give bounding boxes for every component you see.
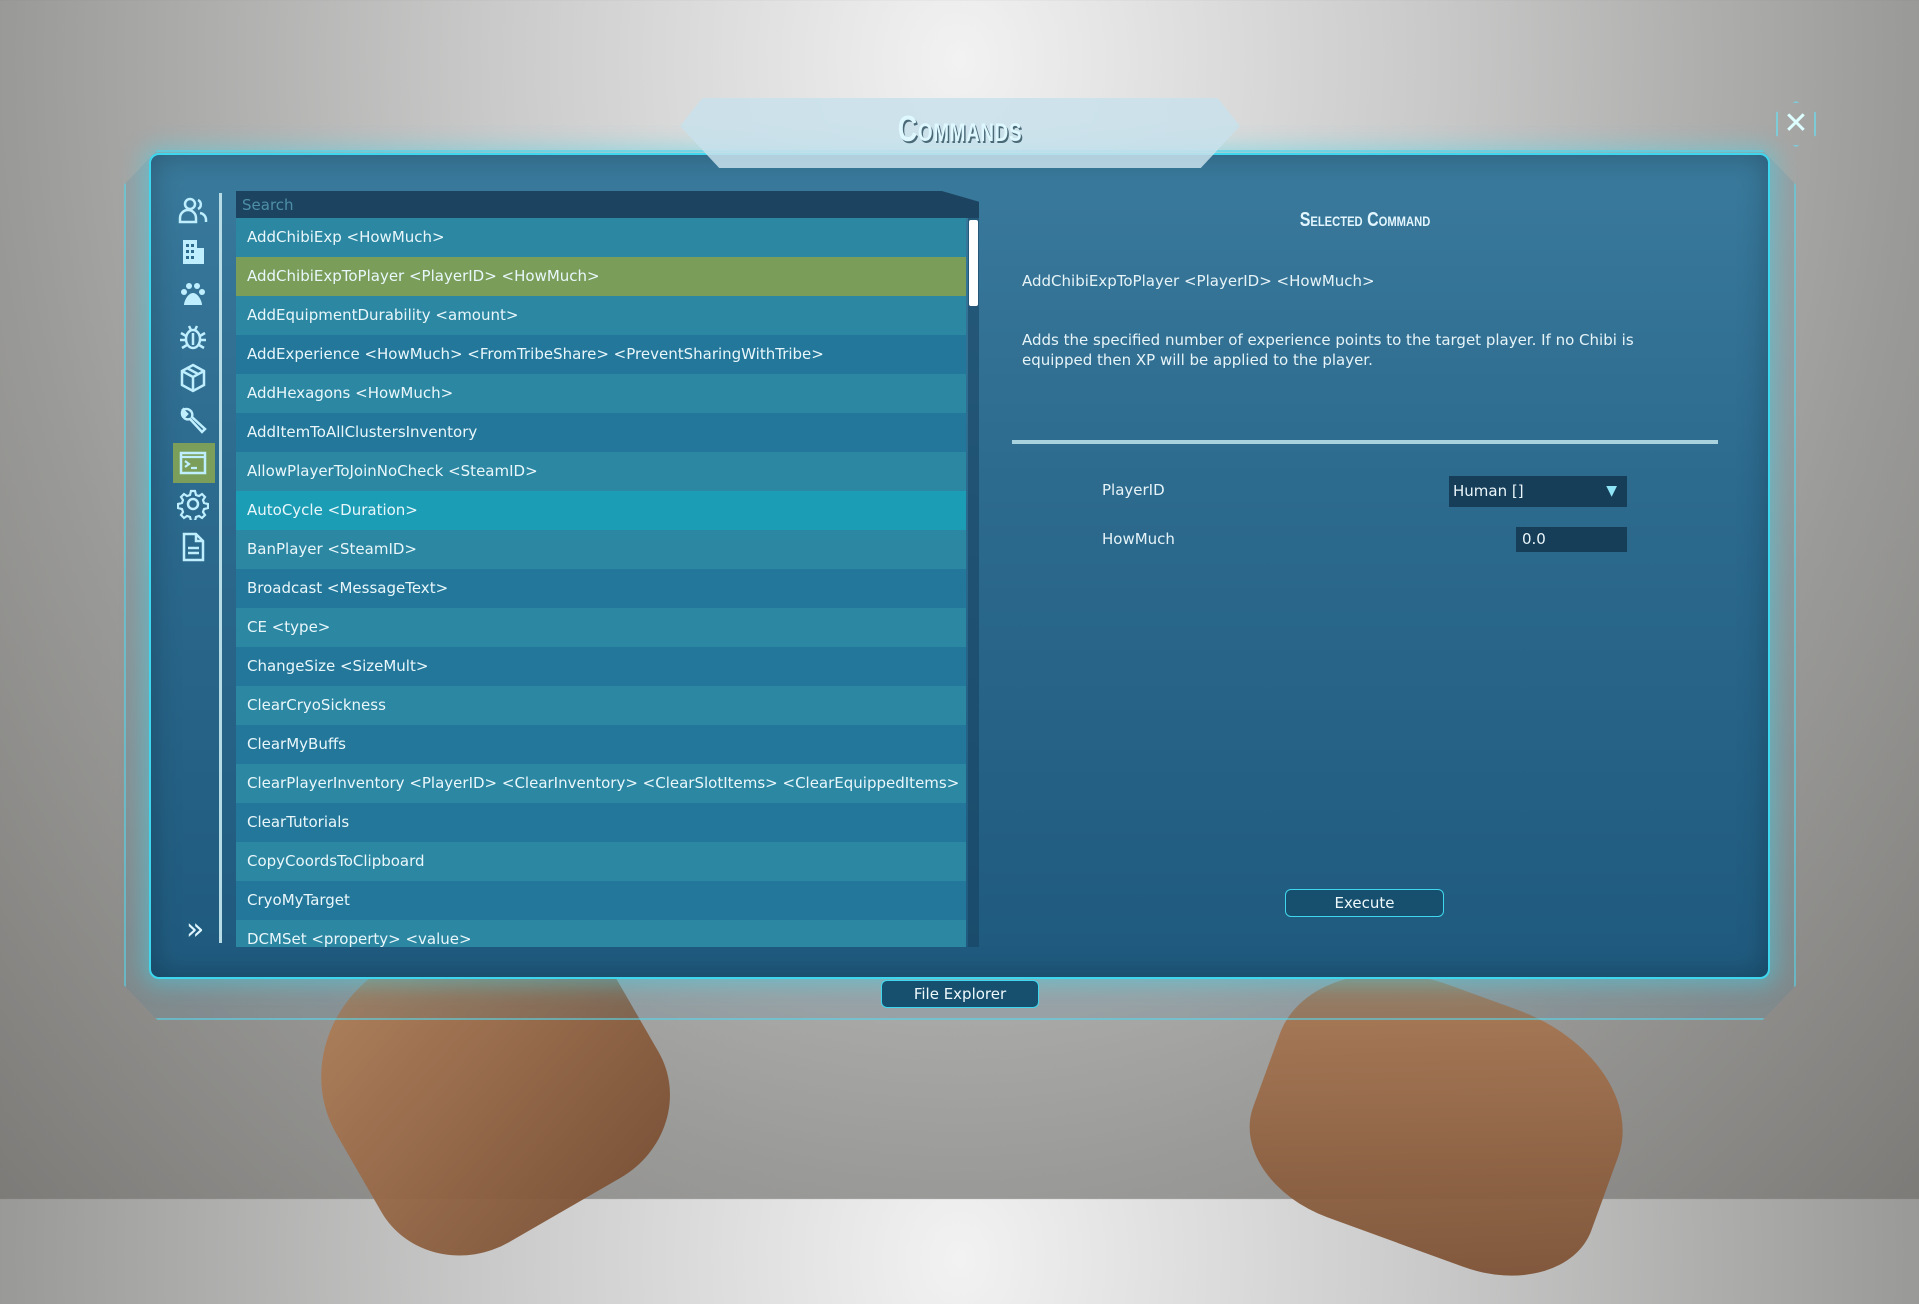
building-icon[interactable] xyxy=(177,236,209,268)
command-row[interactable]: AddChibiExpToPlayer <PlayerID> <HowMuch> xyxy=(236,257,966,296)
command-row[interactable]: AddChibiExp <HowMuch> xyxy=(236,218,966,257)
file-explorer-button[interactable]: File Explorer xyxy=(881,980,1039,1008)
command-row[interactable]: ClearTutorials xyxy=(236,803,966,842)
chevron-down-icon: ▼ xyxy=(1606,483,1617,499)
gear-icon[interactable] xyxy=(176,488,210,523)
search-input[interactable] xyxy=(236,191,979,218)
box-icon[interactable] xyxy=(177,362,209,394)
title-tab xyxy=(680,98,1240,168)
param-label-howmuch: HowMuch xyxy=(1102,530,1175,548)
wrench-icon[interactable] xyxy=(177,404,209,436)
command-row[interactable]: AllowPlayerToJoinNoCheck <SteamID> xyxy=(236,452,966,491)
command-row[interactable]: AddItemToAllClustersInventory xyxy=(236,413,966,452)
param-label-playerid: PlayerID xyxy=(1102,481,1165,499)
players-icon[interactable] xyxy=(177,194,209,226)
command-row[interactable]: AddExperience <HowMuch> <FromTribeShare>… xyxy=(236,335,966,374)
close-icon[interactable]: ✕ xyxy=(1776,101,1816,147)
command-row[interactable]: DCMSet <property> <value> xyxy=(236,920,966,947)
command-row[interactable]: CopyCoordsToClipboard xyxy=(236,842,966,881)
command-row[interactable]: ClearMyBuffs xyxy=(236,725,966,764)
command-row[interactable]: CryoMyTarget xyxy=(236,881,966,920)
command-row[interactable]: ClearPlayerInventory <PlayerID> <ClearIn… xyxy=(236,764,966,803)
command-description: Adds the specified number of experience … xyxy=(1022,331,1634,369)
divider xyxy=(1012,440,1718,444)
howmuch-input[interactable] xyxy=(1516,527,1627,552)
expand-chevron-icon[interactable]: » xyxy=(186,912,205,947)
scrollbar-thumb[interactable] xyxy=(969,220,978,306)
command-list: AddChibiExp <HowMuch> AddChibiExpToPlayer… xyxy=(236,218,966,947)
dropdown-value: Human [] xyxy=(1453,482,1524,500)
paw-icon[interactable] xyxy=(177,279,209,311)
terminal-icon[interactable] xyxy=(177,447,209,479)
selected-command-heading: Selected Command xyxy=(1299,209,1431,231)
scrollbar-track[interactable] xyxy=(968,218,979,947)
window-title: Commands xyxy=(897,108,1023,149)
document-icon[interactable] xyxy=(177,531,209,563)
command-row[interactable]: ClearCryoSickness xyxy=(236,686,966,725)
command-row[interactable]: AutoCycle <Duration> xyxy=(236,491,966,530)
command-row[interactable]: Broadcast <MessageText> xyxy=(236,569,966,608)
bug-icon[interactable] xyxy=(177,321,209,353)
sidebar-divider xyxy=(219,193,222,943)
selected-command-text: AddChibiExpToPlayer <PlayerID> <HowMuch> xyxy=(1022,272,1375,290)
execute-button[interactable]: Execute xyxy=(1285,889,1444,917)
command-row[interactable]: BanPlayer <SteamID> xyxy=(236,530,966,569)
command-row[interactable]: AddEquipmentDurability <amount> xyxy=(236,296,966,335)
command-row[interactable]: CE <type> xyxy=(236,608,966,647)
playerid-dropdown[interactable]: Human [] ▼ xyxy=(1449,476,1627,507)
command-row[interactable]: ChangeSize <SizeMult> xyxy=(236,647,966,686)
command-row[interactable]: AddHexagons <HowMuch> xyxy=(236,374,966,413)
